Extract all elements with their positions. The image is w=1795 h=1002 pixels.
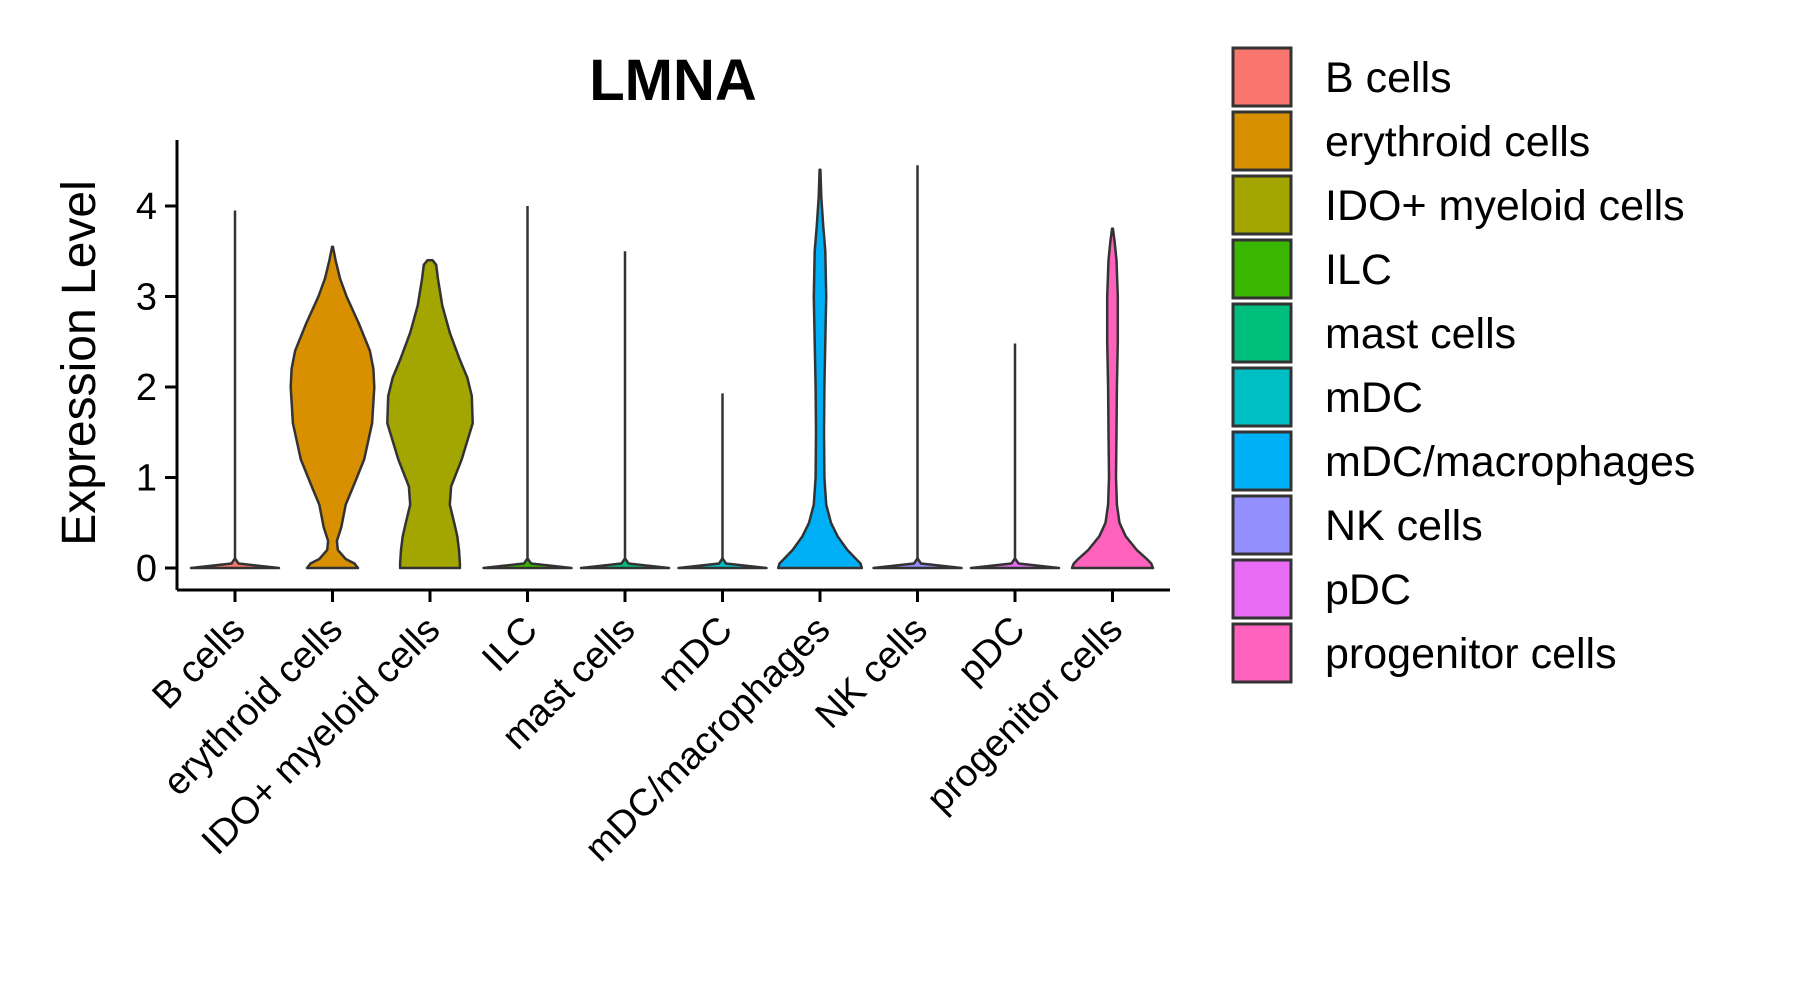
violin-ido-myeloid-cells bbox=[386, 259, 474, 570]
chart-title: LMNA bbox=[589, 48, 757, 113]
y-tick-label: 1 bbox=[136, 458, 157, 500]
legend-label: B cells bbox=[1325, 54, 1452, 102]
legend-label: progenitor cells bbox=[1325, 630, 1617, 678]
violin-mdc-macrophages bbox=[776, 168, 864, 570]
legend-key bbox=[1231, 558, 1293, 620]
y-tick-label: 3 bbox=[136, 277, 157, 319]
violin-erythroid-cells bbox=[289, 245, 376, 570]
legend-label: IDO+ myeloid cells bbox=[1325, 182, 1685, 230]
y-tick-label: 2 bbox=[136, 367, 157, 409]
violins-group bbox=[189, 165, 1155, 570]
legend-key bbox=[1231, 430, 1293, 492]
y-tick-label: 0 bbox=[136, 548, 157, 590]
violin-mast-cells bbox=[579, 557, 671, 570]
legend: B cells erythroid cells IDO+ myeloid cells… bbox=[1231, 46, 1695, 684]
legend-label: mDC bbox=[1325, 374, 1423, 422]
y-axis-label: Expression Level bbox=[53, 180, 106, 546]
legend-key bbox=[1231, 46, 1293, 108]
violin-pdc bbox=[969, 557, 1061, 570]
violin-progenitor-cells bbox=[1070, 227, 1155, 570]
legend-key bbox=[1231, 238, 1293, 300]
legend-label: erythroid cells bbox=[1325, 118, 1590, 166]
x-tick-label: ILC bbox=[474, 609, 546, 681]
legend-label: mDC/macrophages bbox=[1325, 438, 1695, 486]
x-tick-label: mDC bbox=[650, 609, 741, 700]
legend-label: pDC bbox=[1325, 566, 1411, 614]
legend-key bbox=[1231, 494, 1293, 556]
violin-nk-cells bbox=[872, 557, 963, 570]
legend-key bbox=[1231, 110, 1293, 172]
legend-label: ILC bbox=[1325, 246, 1392, 294]
legend-label: NK cells bbox=[1325, 502, 1483, 550]
legend-key bbox=[1231, 302, 1293, 364]
violin-ilc bbox=[482, 557, 573, 570]
y-tick-label: 4 bbox=[136, 186, 157, 228]
legend-key bbox=[1231, 366, 1293, 428]
legend-key bbox=[1231, 174, 1293, 236]
violin-b-cells bbox=[189, 557, 281, 570]
x-tick-label: pDC bbox=[950, 609, 1033, 692]
legend-label: mast cells bbox=[1325, 310, 1516, 358]
violin-mdc bbox=[677, 557, 768, 570]
legend-key bbox=[1231, 622, 1293, 684]
